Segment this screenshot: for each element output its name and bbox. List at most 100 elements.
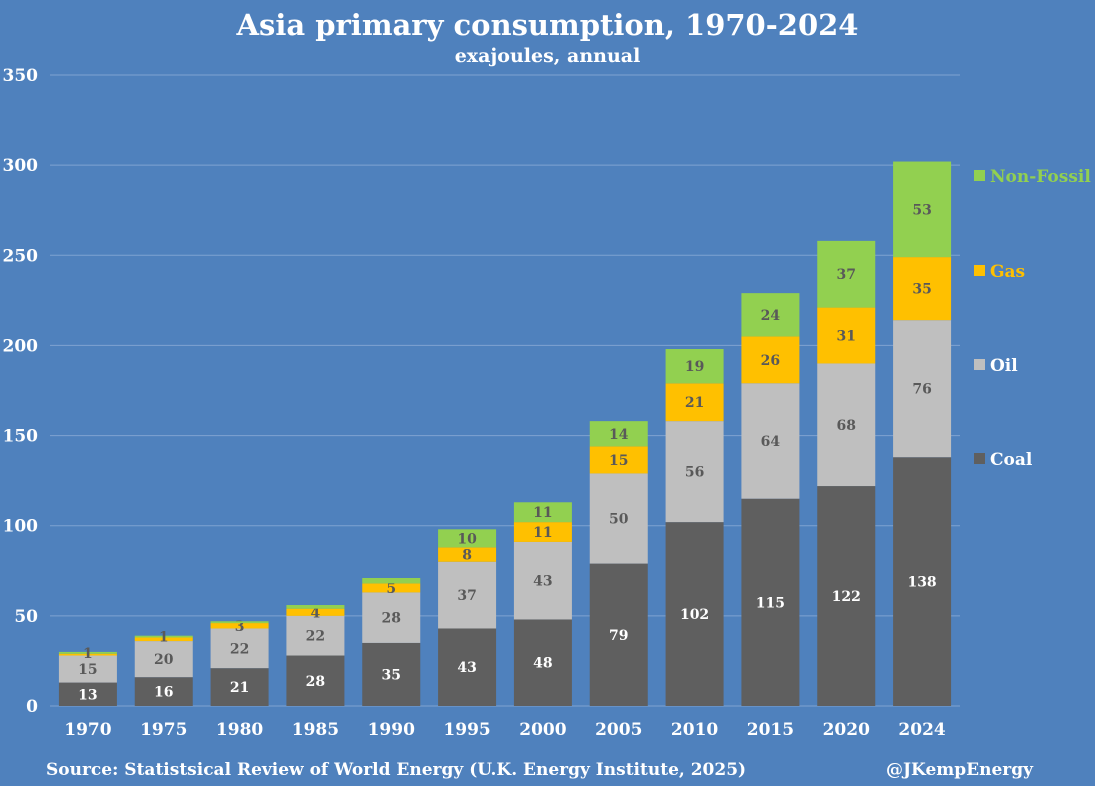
y-tick-label: 50 — [14, 607, 38, 627]
data-label: 14 — [609, 427, 629, 443]
data-label: 1 — [159, 630, 169, 646]
bar-segment-non-fossil — [210, 621, 269, 624]
chart-subtitle: exajoules, annual — [454, 45, 641, 67]
data-label: 15 — [609, 453, 628, 469]
data-label: 21 — [230, 680, 249, 696]
legend-swatch — [974, 453, 985, 464]
data-label: 68 — [837, 418, 856, 434]
legend-label: Non-Fossil — [990, 167, 1091, 187]
data-label: 24 — [761, 308, 781, 324]
bar-segment-oil — [134, 641, 193, 678]
bar-segment-oil — [741, 383, 800, 499]
legend-item-oil: Oil — [974, 356, 1094, 376]
data-label: 79 — [609, 628, 628, 644]
credit-handle: @JKempEnergy — [886, 760, 1033, 780]
legend-swatch — [974, 170, 985, 181]
data-label: 21 — [685, 395, 704, 411]
bar-segment-coal — [741, 498, 800, 706]
data-label: 50 — [609, 512, 629, 528]
data-label: 37 — [457, 588, 476, 604]
bar-segment-coal — [134, 677, 193, 706]
bar-segment-coal — [362, 642, 421, 706]
legend-label: Gas — [990, 262, 1026, 282]
x-tick-label: 2024 — [898, 720, 945, 740]
bar-segment-oil — [58, 655, 117, 683]
legend-swatch — [974, 359, 985, 370]
data-label: 138 — [907, 575, 936, 591]
x-tick-label: 2000 — [519, 720, 566, 740]
bar-segment-gas — [438, 547, 497, 562]
x-tick-label: 2015 — [747, 720, 794, 740]
data-label: 53 — [912, 202, 931, 218]
data-label: 20 — [154, 652, 174, 668]
bar-segment-non-fossil — [438, 529, 497, 548]
bar-segment-gas — [58, 653, 117, 656]
bar-segment-coal — [513, 619, 572, 706]
y-tick-label: 250 — [3, 246, 39, 266]
bar-segment-non-fossil — [513, 502, 572, 523]
data-label: 28 — [382, 611, 401, 627]
bar-segment-gas — [210, 623, 269, 629]
x-tick-label: 1975 — [140, 720, 187, 740]
data-label: 11 — [533, 525, 552, 541]
bar-segment-gas — [362, 583, 421, 593]
data-label: 48 — [533, 656, 552, 672]
bar-segment-coal — [58, 682, 117, 706]
bar-segment-non-fossil — [589, 421, 648, 447]
data-label: 28 — [306, 674, 325, 690]
data-label: 76 — [912, 382, 931, 398]
bar-segment-oil — [817, 363, 876, 487]
legend-item-non-fossil: Non-Fossil — [974, 167, 1094, 187]
legend-label: Coal — [990, 450, 1033, 470]
bars: 1315116201212232822435285433781048431111… — [58, 161, 952, 706]
data-label: 1 — [83, 646, 93, 662]
bar-segment-coal — [817, 486, 876, 706]
bar-segment-gas — [817, 307, 876, 364]
y-tick-label: 150 — [3, 427, 39, 447]
data-label: 19 — [685, 359, 704, 375]
y-tick-label: 350 — [3, 66, 39, 86]
y-axis-ticks: 0 50 100 150 200 250 300 350 — [3, 66, 39, 717]
data-label: 11 — [533, 505, 552, 521]
bar-segment-oil — [438, 561, 497, 629]
y-tick-label: 200 — [3, 336, 39, 356]
bar-segment-non-fossil — [893, 161, 952, 258]
data-label: 8 — [462, 548, 472, 564]
x-axis-ticks: 1970 1975 1980 1985 1990 1995 2000 2005 2010 2015… — [64, 720, 946, 740]
data-label: 10 — [457, 531, 477, 547]
data-label: 122 — [832, 589, 861, 605]
bar-segment-oil — [665, 421, 724, 523]
data-label: 56 — [685, 465, 704, 481]
legend-item-gas: Gas — [974, 262, 1094, 282]
bar-segment-non-fossil — [817, 240, 876, 308]
data-label: 37 — [837, 267, 856, 283]
data-label: 31 — [837, 329, 856, 345]
bar-segment-non-fossil — [58, 651, 117, 654]
data-label: 22 — [230, 641, 249, 657]
gridlines — [50, 74, 960, 707]
bar-segment-gas — [513, 522, 572, 542]
bar-segment-non-fossil — [286, 605, 345, 609]
data-label: 3 — [235, 619, 245, 635]
bar-segment-oil — [893, 320, 952, 458]
data-label: 4 — [311, 605, 321, 621]
bar-segment-gas — [665, 383, 724, 422]
data-label: 35 — [912, 282, 931, 298]
source-note: Source: Statistsical Review of World Ene… — [46, 760, 747, 780]
y-tick-label: 300 — [3, 156, 39, 176]
bar-segment-non-fossil — [665, 349, 724, 384]
bar-segment-non-fossil — [134, 635, 193, 638]
x-tick-label: 1995 — [443, 720, 490, 740]
data-label: 115 — [756, 595, 785, 611]
bar-segment-oil — [286, 615, 345, 656]
data-label: 43 — [533, 574, 552, 590]
bar-segment-coal — [286, 655, 345, 706]
bar-segment-non-fossil — [741, 293, 800, 337]
bar-segment-oil — [589, 473, 648, 564]
data-label: 35 — [382, 667, 401, 683]
bar-segment-coal — [893, 457, 952, 706]
bar-segment-gas — [589, 446, 648, 474]
bar-segment-gas — [741, 336, 800, 384]
data-label: 13 — [78, 687, 97, 703]
